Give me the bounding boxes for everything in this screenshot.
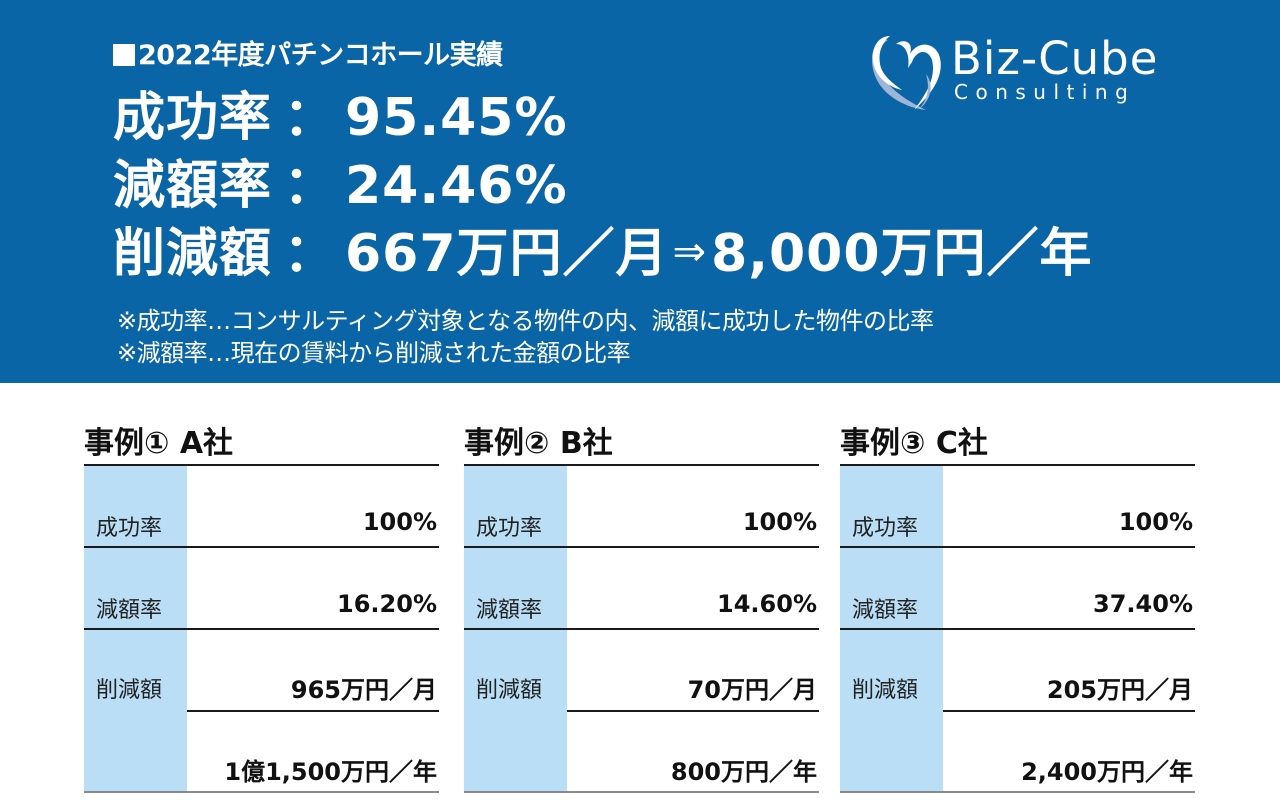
results-banner: 2022年度パチンコホール実績 成功率： 95.45% 減額率： 24.46% 削減… <box>0 0 1280 383</box>
case-c: 事例③ C社 成功率 100% 減額率 37.40% 削減額 205万円／月 2… <box>840 400 1195 800</box>
row-value-success-rate: 100% <box>362 508 437 536</box>
divider <box>187 710 439 712</box>
row-label-reduction-rate: 減額率 <box>96 598 163 623</box>
case-title: 事例③ C社 <box>840 426 988 461</box>
divider <box>840 628 1195 630</box>
row-value-success-rate: 100% <box>742 508 817 536</box>
row-label-reduction-amount: 削減額 <box>96 678 163 703</box>
case-title: 事例① A社 <box>84 426 234 461</box>
row-value-success-rate: 100% <box>1118 508 1193 536</box>
logo-brand: Biz-Cube <box>951 32 1159 85</box>
stat-value: 95.45% <box>345 88 568 148</box>
banner-heading-text: 2022年度パチンコホール実績 <box>138 40 503 71</box>
heart-swoosh-icon <box>872 36 941 111</box>
row-label-success-rate: 成功率 <box>96 516 163 541</box>
row-value-yearly: 800万円／年 <box>670 758 817 786</box>
divider <box>567 710 819 712</box>
stat-label: 成功率 <box>113 88 273 148</box>
stat-colon: ： <box>283 88 337 148</box>
case-a: 事例① A社 成功率 100% 減額率 16.20% 削減額 965万円／月 1… <box>84 400 439 800</box>
divider <box>840 546 1195 548</box>
row-label-success-rate: 成功率 <box>852 516 919 541</box>
divider <box>84 791 439 793</box>
stat-label: 削減額 <box>113 224 273 284</box>
row-label-success-rate: 成功率 <box>476 516 543 541</box>
row-value-yearly: 2,400万円／年 <box>1021 758 1193 786</box>
row-value-monthly: 70万円／月 <box>687 676 817 704</box>
row-value-reduction-rate: 37.40% <box>1093 590 1193 618</box>
row-label-reduction-amount: 削減額 <box>476 678 543 703</box>
footnotes: ※成功率…コンサルティング対象となる物件の内、減額に成功した物件の比率 ※減額率… <box>117 305 934 369</box>
stat-value-year: 8,000万円／年 <box>711 224 1093 284</box>
company-logo: Biz-Cube Consulting <box>866 30 1176 115</box>
square-bullet-icon <box>113 44 135 66</box>
stat-colon: ： <box>283 156 337 216</box>
row-value-reduction-rate: 16.20% <box>337 590 437 618</box>
divider <box>464 546 819 548</box>
divider <box>84 546 439 548</box>
divider <box>464 628 819 630</box>
row-value-monthly: 205万円／月 <box>1046 676 1193 704</box>
divider <box>840 464 1195 466</box>
stat-value-month: 667万円／月 <box>345 224 669 284</box>
divider <box>84 628 439 630</box>
divider <box>943 710 1195 712</box>
row-label-reduction-rate: 減額率 <box>852 598 919 623</box>
footnote-reduction-rate: ※減額率…現在の賃料から削減された金額の比率 <box>117 339 631 367</box>
case-title: 事例② B社 <box>464 426 613 461</box>
row-value-yearly: 1億1,500万円／年 <box>224 758 437 786</box>
stat-reduction-amount: 削減額： 667万円／月 ⇒8,000万円／年 <box>113 228 1093 280</box>
stat-colon: ： <box>283 224 337 284</box>
stat-value: 24.46% <box>345 156 568 216</box>
divider <box>464 464 819 466</box>
row-label-reduction-rate: 減額率 <box>476 598 543 623</box>
divider <box>464 791 819 793</box>
stat-reduction-rate: 減額率： 24.46% <box>113 160 568 212</box>
row-label-reduction-amount: 削減額 <box>852 678 919 703</box>
arrow-right-icon: ⇒ <box>672 229 708 275</box>
stat-label: 減額率 <box>113 156 273 216</box>
footnote-success-rate: ※成功率…コンサルティング対象となる物件の内、減額に成功した物件の比率 <box>117 307 934 335</box>
stat-success-rate: 成功率： 95.45% <box>113 92 568 144</box>
banner-heading: 2022年度パチンコホール実績 <box>113 33 503 72</box>
divider <box>84 464 439 466</box>
case-b: 事例② B社 成功率 100% 減額率 14.60% 削減額 70万円／月 80… <box>464 400 819 800</box>
row-value-monthly: 965万円／月 <box>290 676 437 704</box>
row-value-reduction-rate: 14.60% <box>717 590 817 618</box>
logo-subtitle: Consulting <box>954 80 1136 104</box>
divider <box>840 791 1195 793</box>
